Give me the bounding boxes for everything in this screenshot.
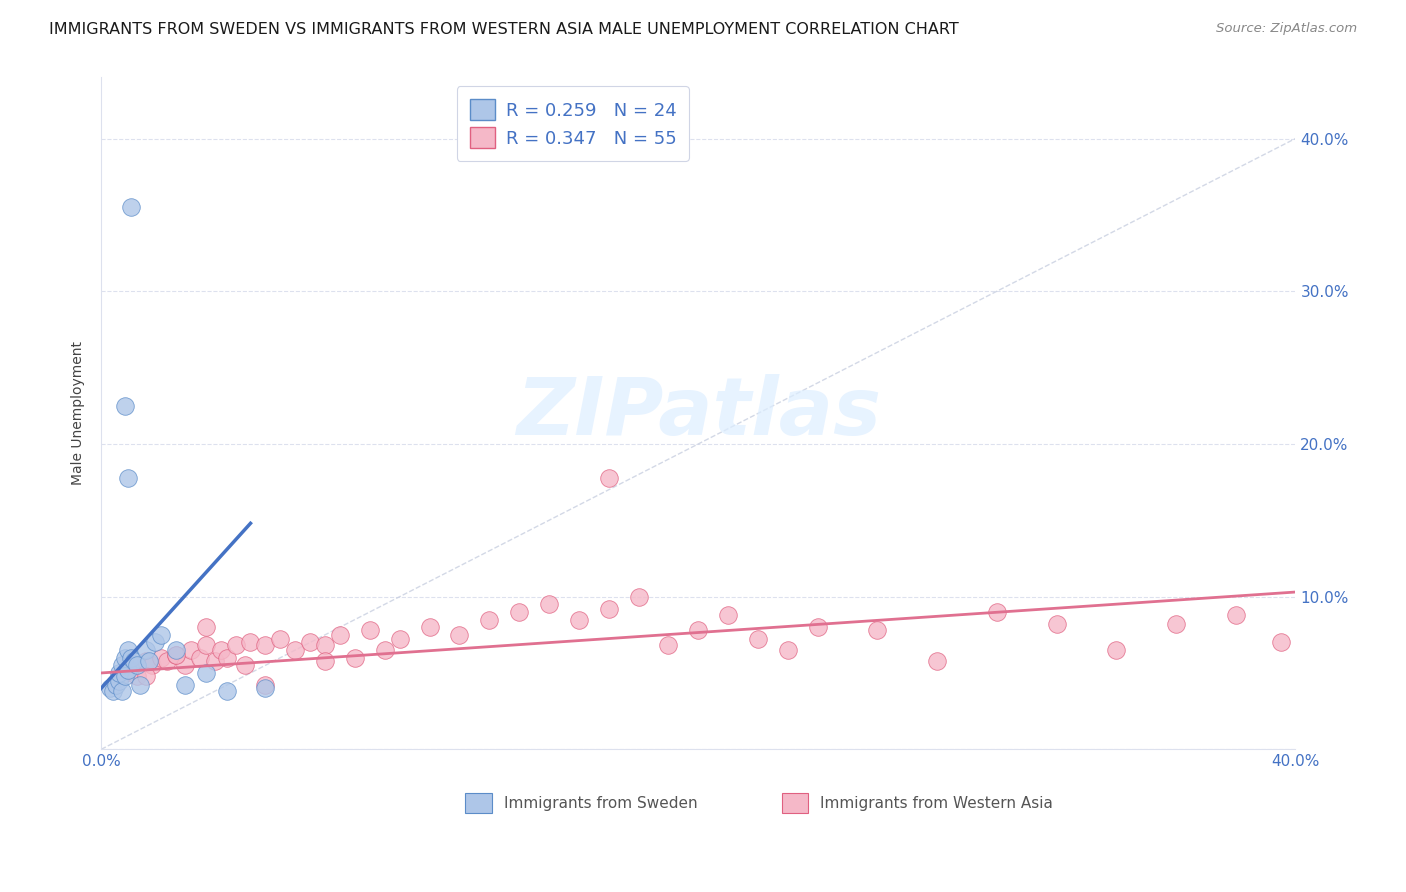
Point <box>1105 643 1128 657</box>
Point <box>117 663 139 677</box>
Point <box>120 200 142 214</box>
Point <box>449 628 471 642</box>
Point <box>215 684 238 698</box>
Point <box>114 665 136 680</box>
Point <box>165 648 187 662</box>
Point <box>108 673 131 688</box>
Point <box>135 654 157 668</box>
Point <box>254 678 277 692</box>
Point <box>329 628 352 642</box>
Point <box>343 650 366 665</box>
Legend: R = 0.259   N = 24, R = 0.347   N = 55: R = 0.259 N = 24, R = 0.347 N = 55 <box>457 87 689 161</box>
Text: Immigrants from Western Asia: Immigrants from Western Asia <box>820 796 1053 811</box>
Point <box>105 678 128 692</box>
Point <box>233 658 256 673</box>
Point <box>538 597 561 611</box>
Point <box>927 654 949 668</box>
Point <box>143 635 166 649</box>
Point <box>141 658 163 673</box>
Point <box>125 669 148 683</box>
Point <box>627 590 650 604</box>
Point <box>149 628 172 642</box>
Point <box>568 613 591 627</box>
Point <box>209 643 232 657</box>
Point <box>98 681 121 696</box>
Point <box>135 643 157 657</box>
Point <box>173 658 195 673</box>
Point <box>135 669 157 683</box>
Point <box>194 665 217 680</box>
Text: IMMIGRANTS FROM SWEDEN VS IMMIGRANTS FROM WESTERN ASIA MALE UNEMPLOYMENT CORRELA: IMMIGRANTS FROM SWEDEN VS IMMIGRANTS FRO… <box>49 22 959 37</box>
Point <box>314 654 336 668</box>
Point <box>125 658 148 673</box>
Point <box>598 602 620 616</box>
FancyBboxPatch shape <box>465 794 492 814</box>
Point <box>120 663 142 677</box>
Point <box>254 639 277 653</box>
Point <box>254 681 277 696</box>
Point <box>314 639 336 653</box>
Point <box>598 470 620 484</box>
Point <box>129 678 152 692</box>
Point <box>299 635 322 649</box>
Point <box>717 607 740 622</box>
Point <box>866 624 889 638</box>
Point <box>359 624 381 638</box>
Point <box>284 643 307 657</box>
Point <box>180 643 202 657</box>
Point <box>101 684 124 698</box>
Point <box>108 665 131 680</box>
Point <box>114 399 136 413</box>
Point <box>239 635 262 649</box>
Point <box>149 650 172 665</box>
Point <box>419 620 441 634</box>
Point <box>747 632 769 647</box>
Text: ZIPatlas: ZIPatlas <box>516 375 880 452</box>
Point <box>225 639 247 653</box>
Point <box>478 613 501 627</box>
Point <box>120 650 142 665</box>
Point <box>138 654 160 668</box>
Point <box>776 643 799 657</box>
Point <box>807 620 830 634</box>
Text: Source: ZipAtlas.com: Source: ZipAtlas.com <box>1216 22 1357 36</box>
Point <box>269 632 291 647</box>
Point <box>156 654 179 668</box>
Point <box>111 658 134 673</box>
Point <box>215 650 238 665</box>
Point <box>1225 607 1247 622</box>
Point <box>117 470 139 484</box>
Text: Immigrants from Sweden: Immigrants from Sweden <box>503 796 697 811</box>
Point <box>122 654 145 668</box>
Point <box>173 678 195 692</box>
Point <box>117 643 139 657</box>
Point <box>1046 617 1069 632</box>
Point <box>388 632 411 647</box>
Point <box>165 648 187 662</box>
Point <box>188 650 211 665</box>
Point <box>111 684 134 698</box>
Point <box>194 620 217 634</box>
Point <box>114 669 136 683</box>
Point <box>508 605 530 619</box>
Y-axis label: Male Unemployment: Male Unemployment <box>72 342 86 485</box>
Point <box>165 643 187 657</box>
Point <box>194 639 217 653</box>
Point <box>986 605 1008 619</box>
Point <box>374 643 396 657</box>
Point <box>1270 635 1292 649</box>
Point <box>114 650 136 665</box>
Point <box>1164 617 1187 632</box>
FancyBboxPatch shape <box>782 794 808 814</box>
Point <box>204 654 226 668</box>
Point <box>657 639 679 653</box>
Point <box>688 624 710 638</box>
